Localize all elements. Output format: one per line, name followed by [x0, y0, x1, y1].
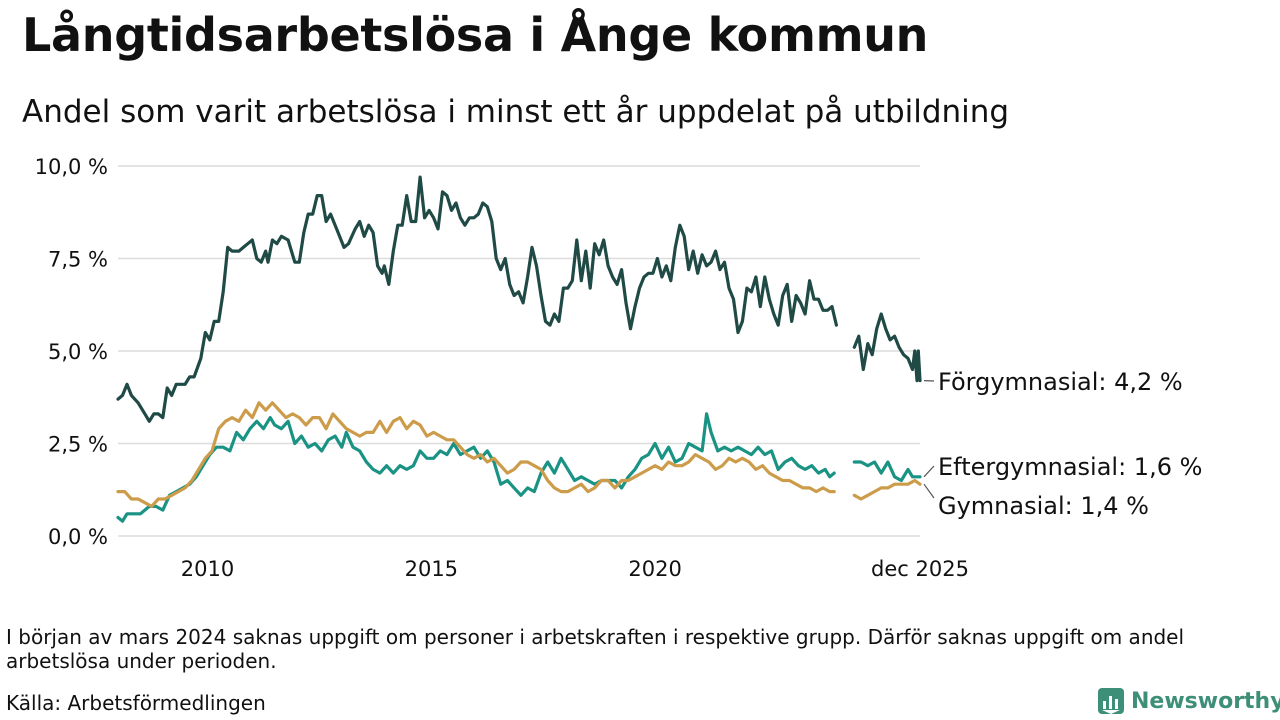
series-line-gymnasial-after-gap: [852, 478, 922, 501]
end-label-förgymnasial: Förgymnasial: 4,2 %: [938, 368, 1183, 396]
y-tick-label: 2,5 %: [48, 433, 108, 457]
y-axis: 0,0 % 2,5 % 5,0 % 7,5 % 10,0 %: [35, 155, 108, 549]
newsworthy-chart-icon: [1098, 688, 1124, 714]
y-tick-label: 0,0 %: [48, 525, 108, 549]
series-line-eftergymnasial: [116, 412, 836, 523]
y-tick-label: 7,5 %: [48, 248, 108, 272]
x-tick-label: 2010: [181, 557, 234, 581]
leader-line: [923, 465, 935, 478]
line-chart: 0,0 % 2,5 % 5,0 % 7,5 % 10,0 % 2010 2015 2020 d…: [35, 155, 1203, 581]
y-tick-label: 5,0 %: [48, 340, 108, 364]
brand-logo[interactable]: Newsworthy: [1098, 688, 1280, 714]
chart-title: Långtidsarbetslösa i Ånge kommun: [22, 8, 929, 62]
x-tick-label: 2020: [628, 557, 681, 581]
footnote: I början av mars 2024 saknas uppgift om …: [6, 625, 1185, 673]
chart-subtitle: Andel som varit arbetslösa i minst ett å…: [22, 94, 1010, 130]
series-line-eftergymnasial-after-gap: [852, 460, 922, 483]
end-label-gymnasial: Gymnasial: 1,4 %: [938, 492, 1149, 520]
grid-lines: [118, 165, 920, 537]
y-tick-label: 10,0 %: [35, 155, 108, 179]
series-line-förgymnasial-after-gap: [852, 312, 922, 383]
leader-line: [923, 483, 935, 499]
end-label-eftergymnasial: Eftergymnasial: 1,6 %: [938, 453, 1202, 481]
brand-name: Newsworthy: [1131, 688, 1280, 714]
series-lines: [116, 175, 922, 523]
x-tick-label: dec 2025: [871, 557, 969, 581]
series-line-förgymnasial: [116, 175, 838, 423]
end-labels: Förgymnasial: 4,2 % Eftergymnasial: 1,6 %…: [923, 368, 1202, 520]
series-line-gymnasial: [116, 401, 836, 508]
source-note: Källa: Arbetsförmedlingen: [6, 691, 266, 715]
x-tick-label: 2015: [405, 557, 458, 581]
x-axis: 2010 2015 2020 dec 2025: [181, 557, 969, 581]
